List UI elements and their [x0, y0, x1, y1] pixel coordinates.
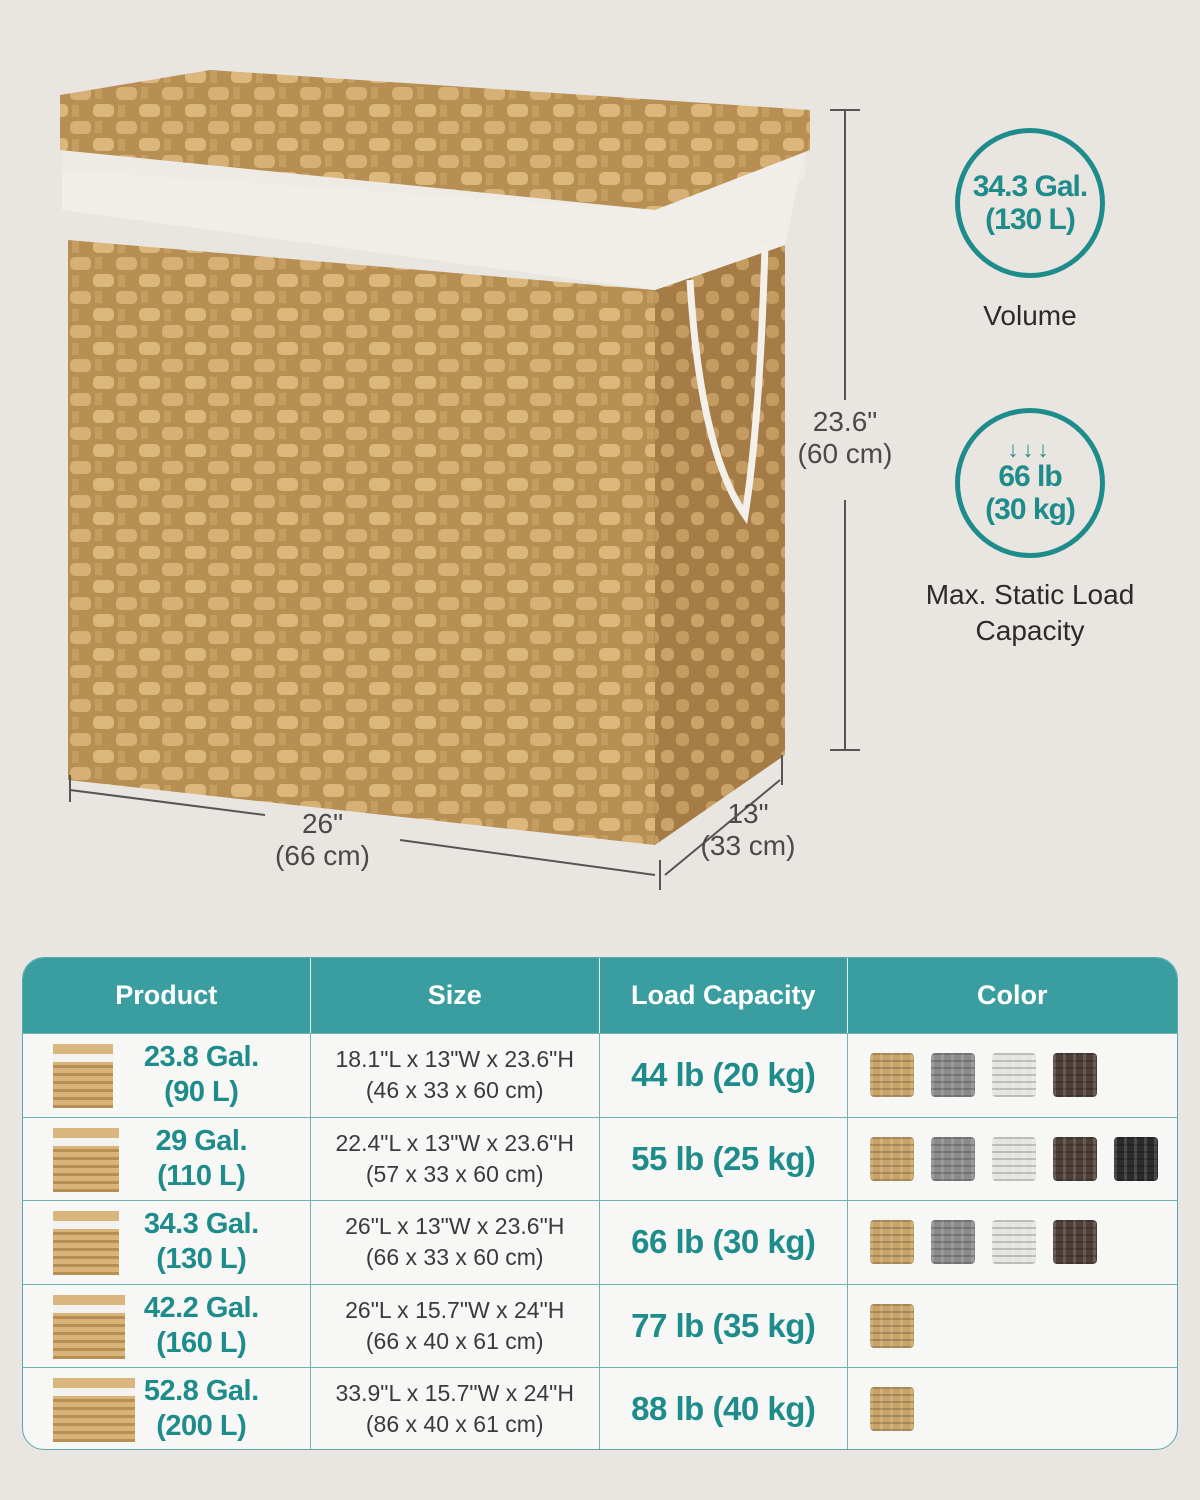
down-arrows-icon: ↓↓↓: [1007, 437, 1053, 462]
color-swatch-natural[interactable]: [869, 1387, 914, 1432]
size-inches: 26"L x 15.7"W x 24"H: [345, 1296, 565, 1323]
color-swatch-brown[interactable]: [1052, 1220, 1097, 1265]
product-volume-gal: 52.8 Gal.: [143, 1375, 259, 1408]
volume-badge: 34.3 Gal. (130 L): [955, 128, 1105, 278]
table-row: 29 Gal. (110 L) 22.4"L x 13"W x 23.6"H (57…: [23, 1116, 1177, 1201]
size-cm: (86 x 40 x 61 cm): [365, 1411, 544, 1438]
volume-liters: (130 L): [985, 203, 1076, 236]
product-volume-gal: 23.8 Gal.: [143, 1041, 259, 1074]
color-swatch-brown[interactable]: [1052, 1136, 1097, 1181]
product-cell: 29 Gal. (110 L): [23, 1117, 311, 1200]
load-lb: 66 lb: [998, 460, 1062, 493]
product-cell: 34.3 Gal. (130 L): [23, 1201, 311, 1284]
size-cell: 33.9"L x 15.7"W x 24"H (86 x 40 x 61 cm): [311, 1368, 600, 1449]
length-inches: 26": [301, 808, 344, 839]
color-swatch-white[interactable]: [991, 1136, 1036, 1181]
color-swatch-natural[interactable]: [869, 1303, 914, 1348]
size-cell: 26"L x 15.7"W x 24"H (66 x 40 x 61 cm): [311, 1284, 600, 1367]
product-volume-liters: (110 L): [157, 1159, 246, 1192]
hamper-thumbnail: [53, 1127, 119, 1192]
product-volume-liters: (200 L): [156, 1410, 247, 1443]
color-cell: [848, 1201, 1177, 1284]
color-swatch-gray[interactable]: [930, 1136, 975, 1181]
header-color: Color: [977, 980, 1048, 1010]
volume-gal: 34.3 Gal.: [972, 170, 1088, 203]
product-volume-gal: 29 Gal.: [155, 1124, 248, 1157]
load-capacity-cell: 44 lb (20 kg): [600, 1034, 848, 1117]
product-volume-gal: 42.2 Gal.: [143, 1291, 259, 1324]
load-caption-line2: Capacity: [975, 615, 1085, 646]
color-swatch-brown[interactable]: [1052, 1053, 1097, 1098]
table-row: 34.3 Gal. (130 L) 26"L x 13"W x 23.6"H (66…: [23, 1200, 1177, 1284]
table-header: Product Size Load Capacity Color: [23, 958, 1177, 1033]
size-cell: 18.1"L x 13"W x 23.6"H (46 x 33 x 60 cm): [311, 1034, 600, 1117]
color-swatch-natural[interactable]: [869, 1053, 914, 1098]
hamper-thumbnail: [53, 1294, 125, 1359]
load-capacity-cell: 88 lb (40 kg): [600, 1368, 848, 1449]
color-cell: [848, 1118, 1177, 1201]
height-cm: (60 cm): [797, 438, 893, 469]
product-cell: 52.8 Gal. (200 L): [23, 1368, 311, 1449]
color-swatch-gray[interactable]: [930, 1220, 975, 1265]
color-swatch-white[interactable]: [991, 1053, 1036, 1098]
load-capacity-cell: 66 lb (30 kg): [600, 1201, 848, 1284]
height-dimension: 23.6" (60 cm): [780, 406, 910, 470]
product-volume-gal: 34.3 Gal.: [143, 1208, 259, 1241]
product-cell: 23.8 Gal. (90 L): [23, 1034, 311, 1117]
table-row: 42.2 Gal. (160 L) 26"L x 15.7"W x 24"H (66…: [23, 1283, 1177, 1368]
load-caption: Max. Static Load Capacity: [900, 577, 1160, 649]
table-row: 52.8 Gal. (200 L) 33.9"L x 15.7"W x 24"H (…: [23, 1367, 1177, 1449]
hamper-thumbnail: [53, 1211, 119, 1275]
load-capacity-cell: 77 lb (35 kg): [600, 1284, 848, 1367]
color-cell: [848, 1285, 1177, 1368]
color-swatch-natural[interactable]: [869, 1220, 914, 1265]
size-cm: (57 x 33 x 60 cm): [365, 1160, 544, 1187]
height-inches: 23.6": [812, 406, 878, 437]
size-cm: (46 x 33 x 60 cm): [365, 1077, 544, 1104]
product-volume-liters: (90 L): [164, 1076, 239, 1109]
color-swatch-natural[interactable]: [869, 1136, 914, 1181]
product-cell: 42.2 Gal. (160 L): [23, 1284, 311, 1367]
table-row: 23.8 Gal. (90 L) 18.1"L x 13"W x 23.6"H (4…: [23, 1033, 1177, 1117]
color-cell: [848, 1034, 1177, 1117]
color-swatch-black[interactable]: [1113, 1136, 1158, 1181]
hamper-thumbnail: [53, 1378, 135, 1442]
width-dimension: 13" (33 cm): [688, 798, 808, 862]
product-volume-liters: (130 L): [156, 1243, 247, 1276]
size-inches: 33.9"L x 15.7"W x 24"H: [335, 1380, 574, 1407]
size-cm: (66 x 40 x 61 cm): [365, 1327, 544, 1354]
laundry-hamper-image: [60, 70, 860, 890]
header-load: Load Capacity: [600, 958, 848, 1033]
product-volume-liters: (160 L): [156, 1326, 247, 1359]
size-cm: (66 x 33 x 60 cm): [365, 1244, 544, 1271]
size-cell: 26"L x 13"W x 23.6"H (66 x 33 x 60 cm): [311, 1201, 600, 1284]
hamper-thumbnail: [53, 1044, 113, 1108]
header-product: Product: [23, 958, 311, 1033]
color-swatch-gray[interactable]: [930, 1053, 975, 1098]
size-inches: 18.1"L x 13"W x 23.6"H: [335, 1046, 574, 1073]
size-inches: 22.4"L x 13"W x 23.6"H: [335, 1129, 574, 1156]
load-badge: ↓↓↓ 66 lb (30 kg): [955, 408, 1105, 558]
load-caption-line1: Max. Static Load: [925, 579, 1135, 610]
volume-caption: Volume: [983, 300, 1077, 331]
color-swatch-white[interactable]: [991, 1220, 1036, 1265]
size-inches: 26"L x 13"W x 23.6"H: [345, 1213, 565, 1240]
load-kg: (30 kg): [985, 493, 1076, 526]
color-cell: [848, 1368, 1177, 1449]
load-capacity-cell: 55 lb (25 kg): [600, 1117, 848, 1200]
length-dimension: 26" (66 cm): [255, 808, 390, 872]
width-cm: (33 cm): [700, 830, 796, 861]
length-cm: (66 cm): [275, 840, 370, 871]
comparison-table: Product Size Load Capacity Color 23.8 Ga…: [22, 957, 1178, 1450]
size-cell: 22.4"L x 13"W x 23.6"H (57 x 33 x 60 cm): [311, 1117, 600, 1200]
header-size: Size: [311, 958, 600, 1033]
width-inches: 13": [727, 798, 769, 829]
